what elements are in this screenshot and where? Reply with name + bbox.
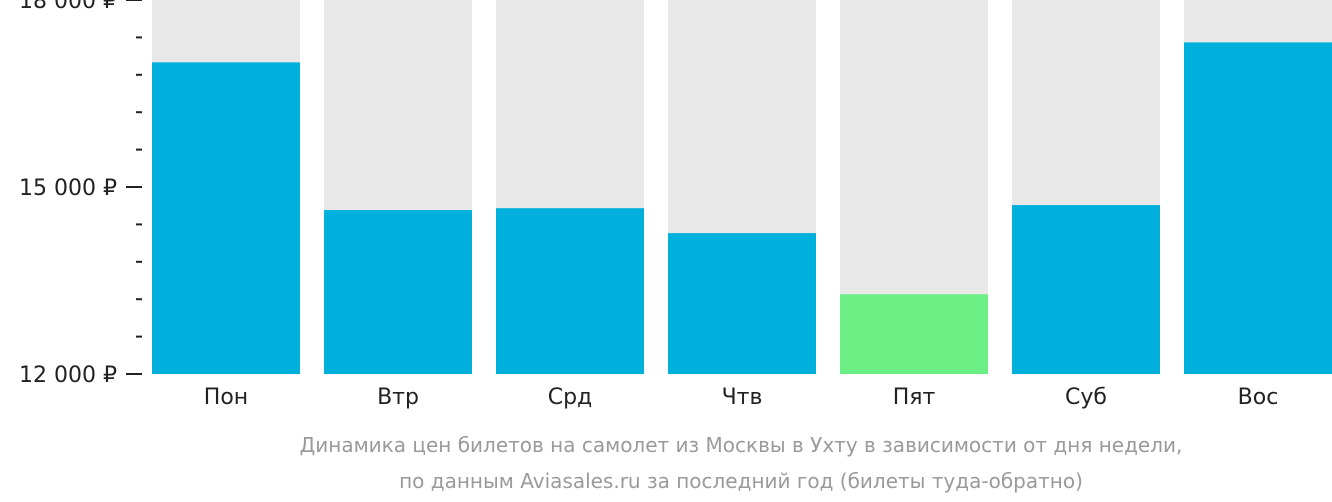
bar-5[interactable] (840, 294, 988, 374)
bar-6[interactable] (1012, 205, 1160, 374)
bar-7[interactable] (1184, 42, 1332, 375)
x-axis: Пон Втр Срд Чтв Пят Суб Вос (204, 385, 1279, 410)
x-tick-label: Втр (377, 385, 419, 410)
bar-2[interactable] (324, 210, 472, 374)
bar-group (152, 42, 1332, 375)
bar-3[interactable] (496, 208, 644, 374)
bar-4[interactable] (668, 233, 816, 374)
caption-line-2: по данным Aviasales.ru за последний год … (399, 469, 1083, 493)
x-tick-label: Суб (1065, 385, 1107, 410)
x-tick-label: Пон (204, 385, 248, 410)
chart-caption: Динамика цен билетов на самолет из Москв… (300, 433, 1183, 493)
y-axis: 12 000 ₽ 15 000 ₽ 18 000 ₽ (19, 0, 142, 388)
y-tick-label: 12 000 ₽ (19, 363, 117, 388)
x-tick-label: Пят (893, 385, 936, 410)
x-tick-label: Вос (1238, 385, 1279, 410)
y-tick-label: 18 000 ₽ (19, 0, 117, 14)
x-tick-label: Срд (548, 385, 593, 410)
caption-line-1: Динамика цен билетов на самолет из Москв… (300, 433, 1183, 457)
x-tick-label: Чтв (722, 385, 763, 410)
bar-1[interactable] (152, 62, 300, 374)
y-tick-label: 15 000 ₽ (19, 176, 117, 201)
